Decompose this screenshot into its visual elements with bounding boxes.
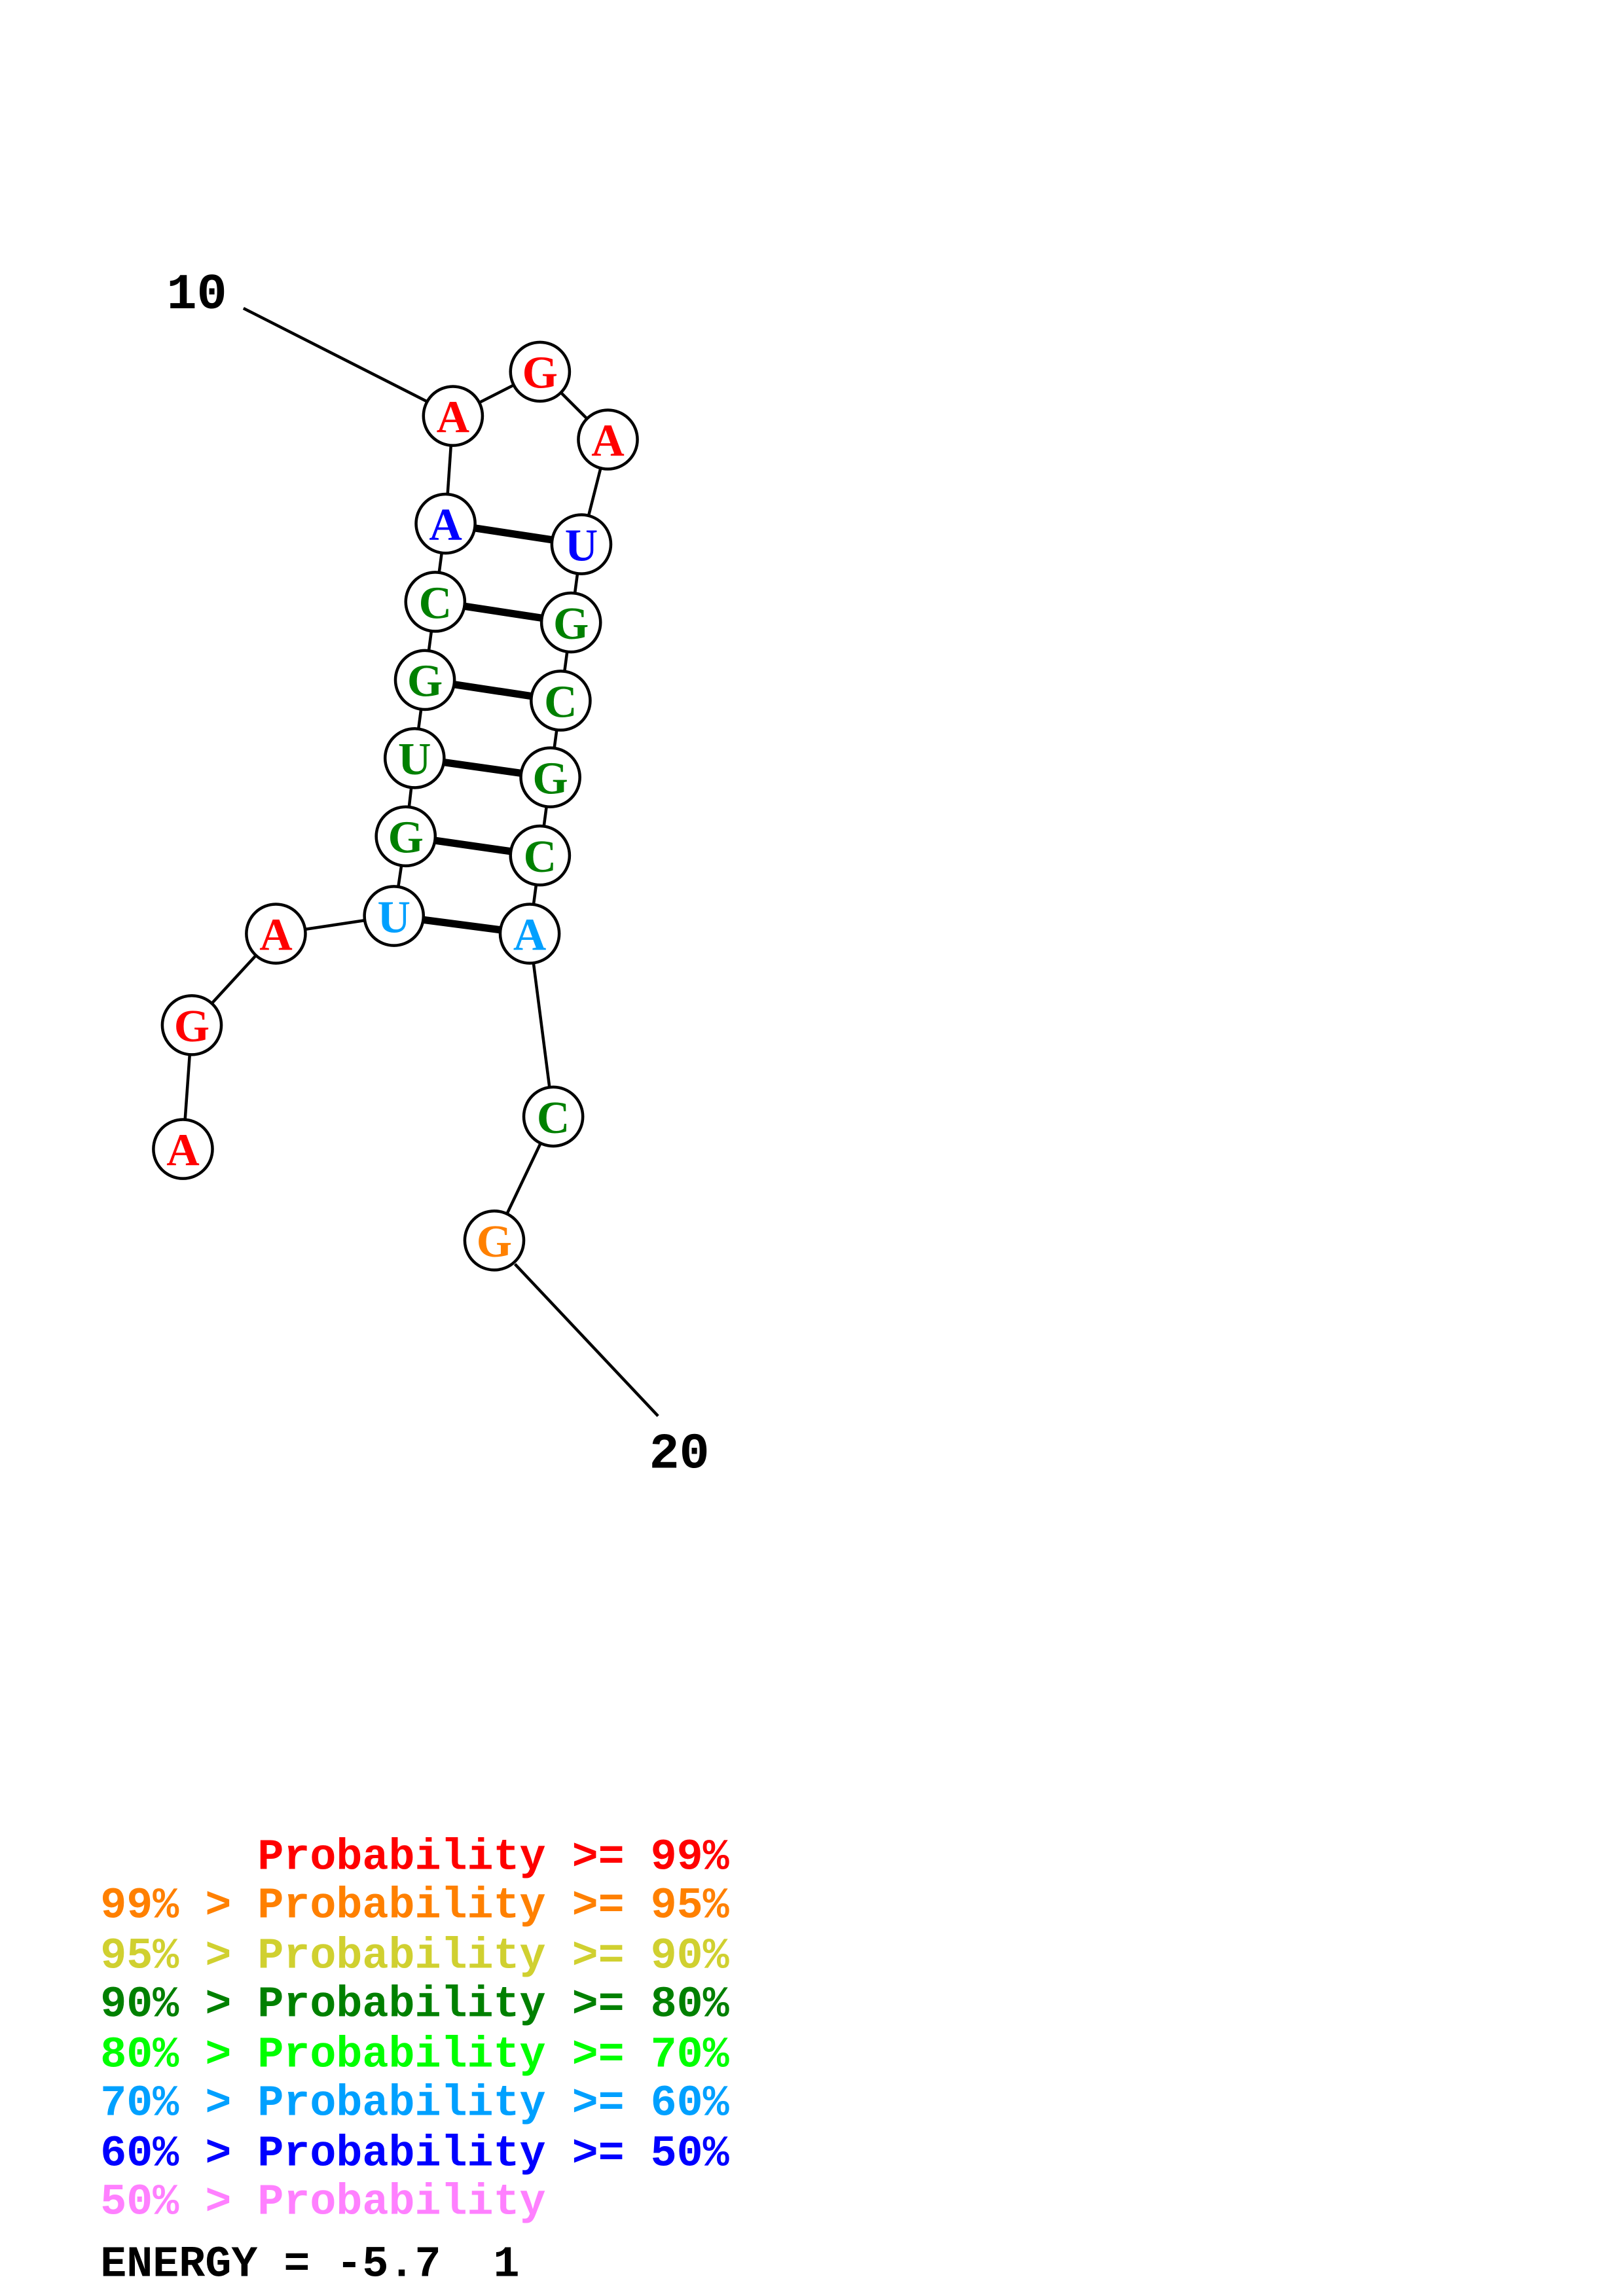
nucleotide-letter: U	[398, 734, 431, 785]
nucleotide-19: C	[522, 1085, 585, 1148]
nucleotide-letter: G	[532, 753, 568, 804]
nucleotide-17: C	[509, 824, 572, 887]
nucleotide-circle	[245, 903, 307, 965]
nucleotide-letter: U	[565, 520, 598, 571]
nucleotide-letter: A	[429, 500, 462, 550]
nucleotide-4: U	[363, 885, 426, 947]
nucleotide-circle	[509, 340, 572, 403]
position-label-10: 10	[167, 267, 227, 324]
nucleotide-circle	[519, 746, 581, 808]
nucleotide-12: A	[577, 408, 639, 471]
nucleotide-circle	[414, 492, 477, 555]
energy-label: ENERGY = -5.7 1	[100, 2240, 519, 2289]
nucleotide-letter: C	[537, 1093, 570, 1143]
position-label-20: 20	[649, 1426, 710, 1483]
nucleotide-7: G	[393, 649, 456, 711]
legend-line-6: 70% > Probability >= 60%	[100, 2079, 729, 2129]
nucleotide-10: A	[422, 385, 484, 447]
nucleotide-9: A	[414, 492, 477, 555]
nucleotide-letter: A	[591, 416, 624, 466]
legend-line-3: 95% > Probability >= 90%	[100, 1931, 729, 1981]
nucleotide-16: G	[519, 746, 581, 808]
nucleotide-20: G	[463, 1209, 526, 1272]
nucleotide-letter: A	[513, 910, 546, 960]
nucleotide-letter: G	[388, 813, 424, 863]
nucleotide-letter: C	[419, 578, 452, 628]
nucleotide-5: G	[374, 805, 437, 868]
legend-line-4: 90% > Probability >= 80%	[100, 1981, 729, 2030]
nucleotide-circle	[550, 513, 613, 575]
nucleotide-1: A	[152, 1118, 214, 1180]
nucleotide-circle	[152, 1118, 214, 1180]
nucleotide-letter: A	[437, 392, 469, 442]
legend-line-2: 99% > Probability >= 95%	[100, 1882, 729, 1931]
nucleotide-circle	[422, 385, 484, 447]
nucleotide-letter: G	[407, 656, 443, 707]
nucleotide-18: A	[498, 903, 561, 965]
nucleotide-letter: A	[259, 910, 292, 960]
nucleotide-circle	[383, 727, 446, 789]
nucleotide-circle	[463, 1209, 526, 1272]
nucleotide-circle	[363, 885, 426, 947]
nucleotide-letter: U	[377, 892, 410, 942]
nucleotide-15: C	[530, 670, 592, 732]
nucleotide-circle	[393, 649, 456, 711]
legend-line-1: Probability >= 99%	[100, 1833, 729, 1882]
nucleotide-letter: C	[544, 677, 577, 727]
nucleotide-circle	[577, 408, 639, 471]
nucleotide-6: U	[383, 727, 446, 789]
probability-legend: Probability >= 99% 99% > Probability >= …	[100, 1833, 729, 2227]
nucleotide-3: A	[245, 903, 307, 965]
nucleotide-circle	[530, 670, 592, 732]
legend-line-5: 80% > Probability >= 70%	[100, 2030, 729, 2080]
nucleotide-2: G	[160, 994, 223, 1056]
nucleotide-8: C	[404, 571, 467, 633]
legend-line-8: 50% > Probability	[100, 2178, 545, 2228]
label-10-leader-line	[242, 306, 428, 403]
nucleotide-circle	[522, 1085, 585, 1148]
nucleotide-14: G	[539, 591, 602, 654]
nucleotide-circle	[404, 571, 467, 633]
nucleotide-circle	[539, 591, 602, 654]
nucleotide-letter: G	[174, 1001, 210, 1052]
nucleotide-circle	[498, 903, 561, 965]
label-20-leader-line	[513, 1263, 659, 1418]
nucleotide-letter: C	[524, 832, 556, 882]
position-labels: 10 20	[167, 267, 710, 1483]
nucleotide-letter: G	[553, 599, 589, 649]
nucleotide-11: G	[509, 340, 572, 403]
nucleotide-circle	[509, 824, 572, 887]
nucleotide-circle	[374, 805, 437, 868]
legend-line-7: 60% > Probability >= 50%	[100, 2129, 729, 2179]
nucleotide-letter: A	[166, 1125, 199, 1175]
nucleotide-letter: G	[477, 1217, 512, 1267]
nucleotide-13: U	[550, 513, 613, 575]
nucleotide-circle	[160, 994, 223, 1056]
nucleotide-letter: G	[522, 348, 558, 399]
